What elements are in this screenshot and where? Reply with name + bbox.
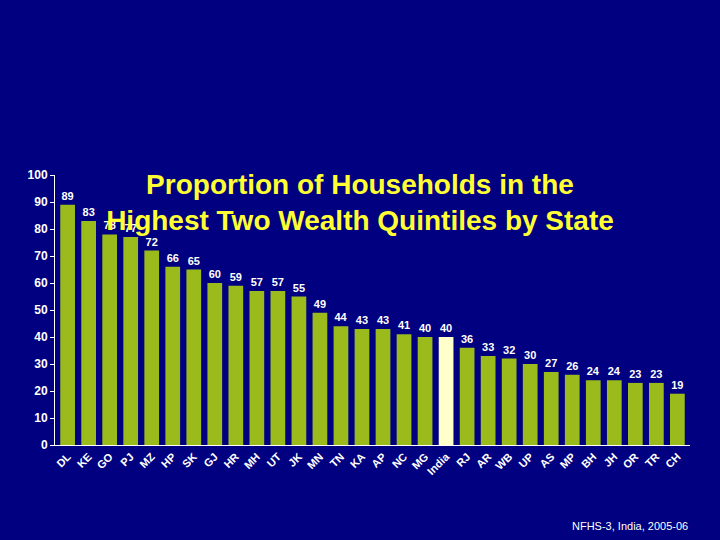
svg-text:WB: WB — [493, 450, 514, 471]
svg-text:57: 57 — [251, 276, 263, 288]
svg-text:SK: SK — [180, 450, 199, 469]
svg-text:66: 66 — [167, 252, 179, 264]
svg-text:OR: OR — [620, 450, 640, 470]
svg-text:TN: TN — [327, 450, 346, 469]
svg-text:33: 33 — [482, 341, 494, 353]
svg-text:50: 50 — [34, 303, 48, 317]
svg-text:19: 19 — [671, 379, 683, 391]
svg-text:MN: MN — [305, 450, 326, 471]
svg-text:89: 89 — [61, 190, 73, 202]
svg-text:HP: HP — [159, 451, 178, 470]
svg-text:NFHS-3, India, 2005-06: NFHS-3, India, 2005-06 — [572, 520, 688, 532]
svg-text:MP: MP — [557, 451, 577, 471]
svg-text:49: 49 — [314, 298, 326, 310]
svg-text:30: 30 — [524, 349, 536, 361]
svg-text:MZ: MZ — [137, 450, 157, 470]
svg-text:55: 55 — [293, 282, 305, 294]
svg-text:27: 27 — [545, 357, 557, 369]
svg-text:NC: NC — [390, 450, 410, 470]
svg-text:36: 36 — [461, 333, 473, 345]
svg-text:60: 60 — [209, 268, 221, 280]
svg-text:60: 60 — [34, 276, 48, 290]
svg-text:24: 24 — [608, 365, 621, 377]
svg-text:BH: BH — [579, 450, 599, 470]
svg-text:AS: AS — [537, 451, 556, 470]
svg-text:GO: GO — [94, 450, 115, 471]
svg-text:UT: UT — [264, 450, 283, 469]
svg-text:AP: AP — [369, 451, 388, 470]
svg-text:100: 100 — [28, 168, 48, 182]
svg-text:JK: JK — [286, 450, 304, 468]
svg-text:GJ: GJ — [201, 451, 220, 470]
svg-text:40: 40 — [440, 322, 452, 334]
svg-text:JH: JH — [601, 450, 619, 468]
svg-text:TR: TR — [643, 450, 662, 469]
svg-text:0: 0 — [41, 438, 48, 452]
svg-text:20: 20 — [34, 384, 48, 398]
svg-text:44: 44 — [334, 311, 347, 323]
svg-text:72: 72 — [146, 236, 158, 248]
svg-text:RJ: RJ — [454, 451, 472, 469]
svg-text:AR: AR — [474, 450, 494, 470]
svg-text:10: 10 — [34, 411, 48, 425]
svg-text:CH: CH — [663, 450, 683, 470]
svg-text:78: 78 — [104, 219, 116, 231]
svg-text:24: 24 — [587, 365, 600, 377]
svg-text:43: 43 — [356, 314, 368, 326]
svg-text:80: 80 — [34, 222, 48, 236]
svg-text:KA: KA — [348, 450, 368, 470]
svg-text:30: 30 — [34, 357, 48, 371]
svg-text:40: 40 — [419, 322, 431, 334]
svg-text:23: 23 — [650, 368, 662, 380]
svg-text:HR: HR — [221, 450, 241, 470]
svg-text:23: 23 — [629, 368, 641, 380]
svg-text:India: India — [425, 450, 452, 477]
svg-text:57: 57 — [272, 276, 284, 288]
svg-text:PJ: PJ — [118, 451, 136, 469]
svg-text:90: 90 — [34, 195, 48, 209]
svg-text:DL: DL — [54, 450, 73, 469]
svg-text:77: 77 — [125, 222, 137, 234]
svg-text:40: 40 — [34, 330, 48, 344]
svg-text:UP: UP — [516, 451, 535, 470]
svg-text:65: 65 — [188, 255, 200, 267]
svg-text:26: 26 — [566, 360, 578, 372]
svg-text:32: 32 — [503, 344, 515, 356]
svg-text:Proportion of Households in th: Proportion of Households in theHighest T… — [106, 169, 614, 236]
svg-text:83: 83 — [83, 206, 95, 218]
svg-text:70: 70 — [34, 249, 48, 263]
svg-text:41: 41 — [398, 319, 410, 331]
svg-text:43: 43 — [377, 314, 389, 326]
svg-text:59: 59 — [230, 271, 242, 283]
svg-text:MH: MH — [242, 450, 263, 471]
svg-text:KE: KE — [75, 451, 94, 470]
svg-text:MG: MG — [409, 451, 430, 472]
